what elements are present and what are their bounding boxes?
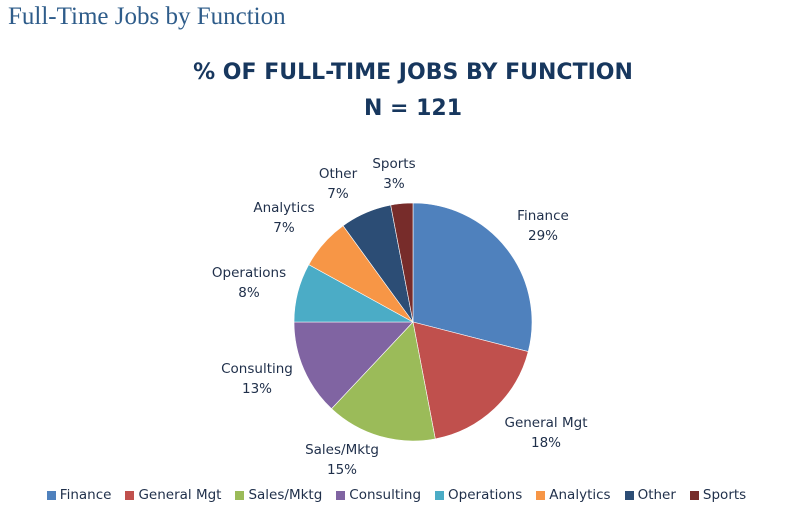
slice-label-finance: Finance bbox=[517, 208, 569, 224]
chart-subtitle: N = 121 bbox=[363, 96, 463, 121]
slice-value-consulting: 13% bbox=[242, 381, 272, 397]
chart-title: % OF FULL-TIME JOBS BY FUNCTION bbox=[193, 60, 633, 85]
legend-item-general-mgt: General Mgt bbox=[125, 487, 221, 503]
legend-label: General Mgt bbox=[138, 487, 222, 503]
slice-label-general-mgt: General Mgt bbox=[504, 415, 587, 431]
slice-value-other: 7% bbox=[327, 186, 349, 202]
slice-label-other: Other bbox=[319, 166, 358, 182]
legend-label: Analytics bbox=[549, 487, 611, 503]
legend-item-finance: Finance bbox=[46, 487, 112, 503]
legend-label: Sports bbox=[702, 487, 747, 503]
legend-item-other: Other bbox=[624, 487, 676, 503]
pie-slice-consulting bbox=[293, 321, 414, 410]
legend-swatch bbox=[435, 490, 445, 500]
legend-swatch bbox=[46, 490, 56, 500]
pie-slice-general-mgt bbox=[412, 321, 529, 440]
slice-label-sales-mktg: Sales/Mktg bbox=[305, 442, 379, 458]
slice-value-sales-mktg: 15% bbox=[327, 462, 357, 478]
chart-legend: Finance General Mgt Sales/Mktg Consulting Op… bbox=[0, 487, 793, 503]
legend-item-sales-mktg: Sales/Mktg bbox=[235, 487, 322, 503]
legend-item-operations: Operations bbox=[435, 487, 522, 503]
legend-swatch bbox=[536, 490, 546, 500]
legend-label: Sales/Mktg bbox=[248, 487, 323, 503]
pie-slice-sales-mktg bbox=[331, 321, 436, 442]
legend-item-analytics: Analytics bbox=[536, 487, 611, 503]
slice-label-operations: Operations bbox=[212, 265, 286, 281]
slice-value-operations: 8% bbox=[238, 285, 260, 301]
page-heading: Full-Time Jobs by Function bbox=[8, 3, 286, 30]
pie-slice-finance bbox=[412, 202, 533, 352]
slice-value-finance: 29% bbox=[528, 228, 558, 244]
legend-label: Consulting bbox=[349, 487, 422, 503]
legend-swatch bbox=[125, 490, 135, 500]
slice-value-analytics: 7% bbox=[273, 220, 295, 236]
legend-swatch bbox=[624, 490, 634, 500]
legend-item-consulting: Consulting bbox=[336, 487, 421, 503]
legend-label: Finance bbox=[59, 487, 112, 503]
slice-value-general-mgt: 18% bbox=[531, 435, 561, 451]
legend-swatch bbox=[336, 490, 346, 500]
legend-label: Operations bbox=[448, 487, 523, 503]
legend-swatch bbox=[689, 490, 699, 500]
slice-label-sports: Sports bbox=[372, 156, 415, 172]
legend-label: Other bbox=[637, 487, 676, 503]
pie-slice-sports bbox=[390, 202, 414, 323]
slice-label-analytics: Analytics bbox=[253, 200, 314, 216]
legend-item-sports: Sports bbox=[689, 487, 747, 503]
slice-value-sports: 3% bbox=[383, 176, 405, 192]
slice-label-consulting: Consulting bbox=[221, 361, 293, 377]
legend-swatch bbox=[235, 490, 245, 500]
